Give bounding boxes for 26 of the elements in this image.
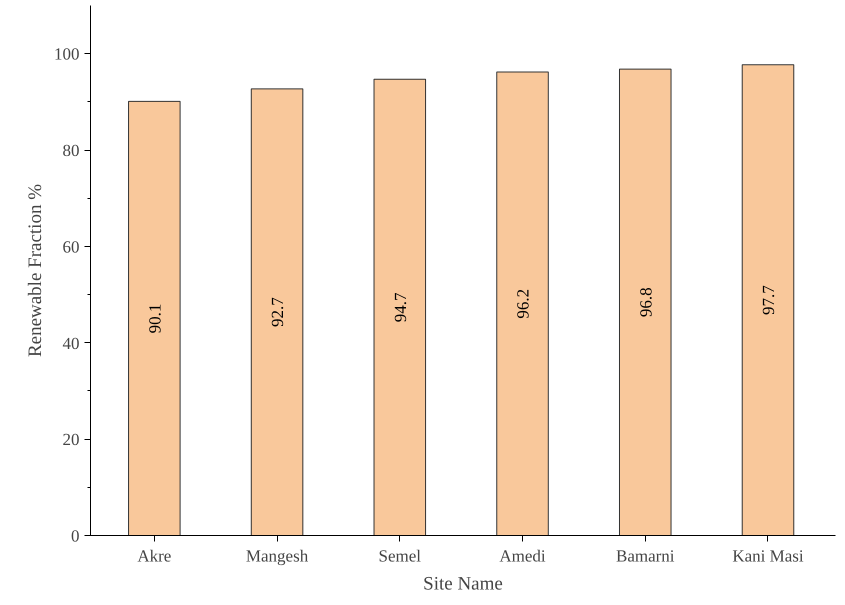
data-label: 90.1 xyxy=(145,304,164,334)
data-label: 96.8 xyxy=(636,287,656,318)
x-axis-title: Site Name xyxy=(423,574,503,594)
y-tick-label: 80 xyxy=(62,141,80,160)
y-tick-label: 20 xyxy=(62,430,80,450)
y-tick-label: 0 xyxy=(71,526,80,546)
bar xyxy=(496,71,549,536)
y-tick-label: 60 xyxy=(62,237,80,256)
y-axis-title: Renewable Fraction % xyxy=(25,184,46,358)
bar xyxy=(250,88,304,536)
x-tick-label: Kani Masi xyxy=(732,546,804,566)
data-label: 94.7 xyxy=(390,292,410,322)
y-tick-label: 40 xyxy=(62,334,80,353)
x-tick-label: Mangesh xyxy=(246,546,309,566)
bar xyxy=(742,64,794,536)
bar xyxy=(128,100,181,536)
x-tick-label: Amedi xyxy=(499,546,546,566)
x-tick-label: Bamarni xyxy=(616,546,675,566)
data-label: 96.2 xyxy=(514,288,533,319)
x-tick-label: Semel xyxy=(378,546,422,566)
data-label: 97.7 xyxy=(758,284,778,316)
x-tick-label: Akre xyxy=(137,546,172,566)
y-tick-label: 100 xyxy=(54,44,80,64)
bar xyxy=(374,78,426,536)
bar xyxy=(618,68,672,536)
data-label: 92.7 xyxy=(268,296,288,328)
